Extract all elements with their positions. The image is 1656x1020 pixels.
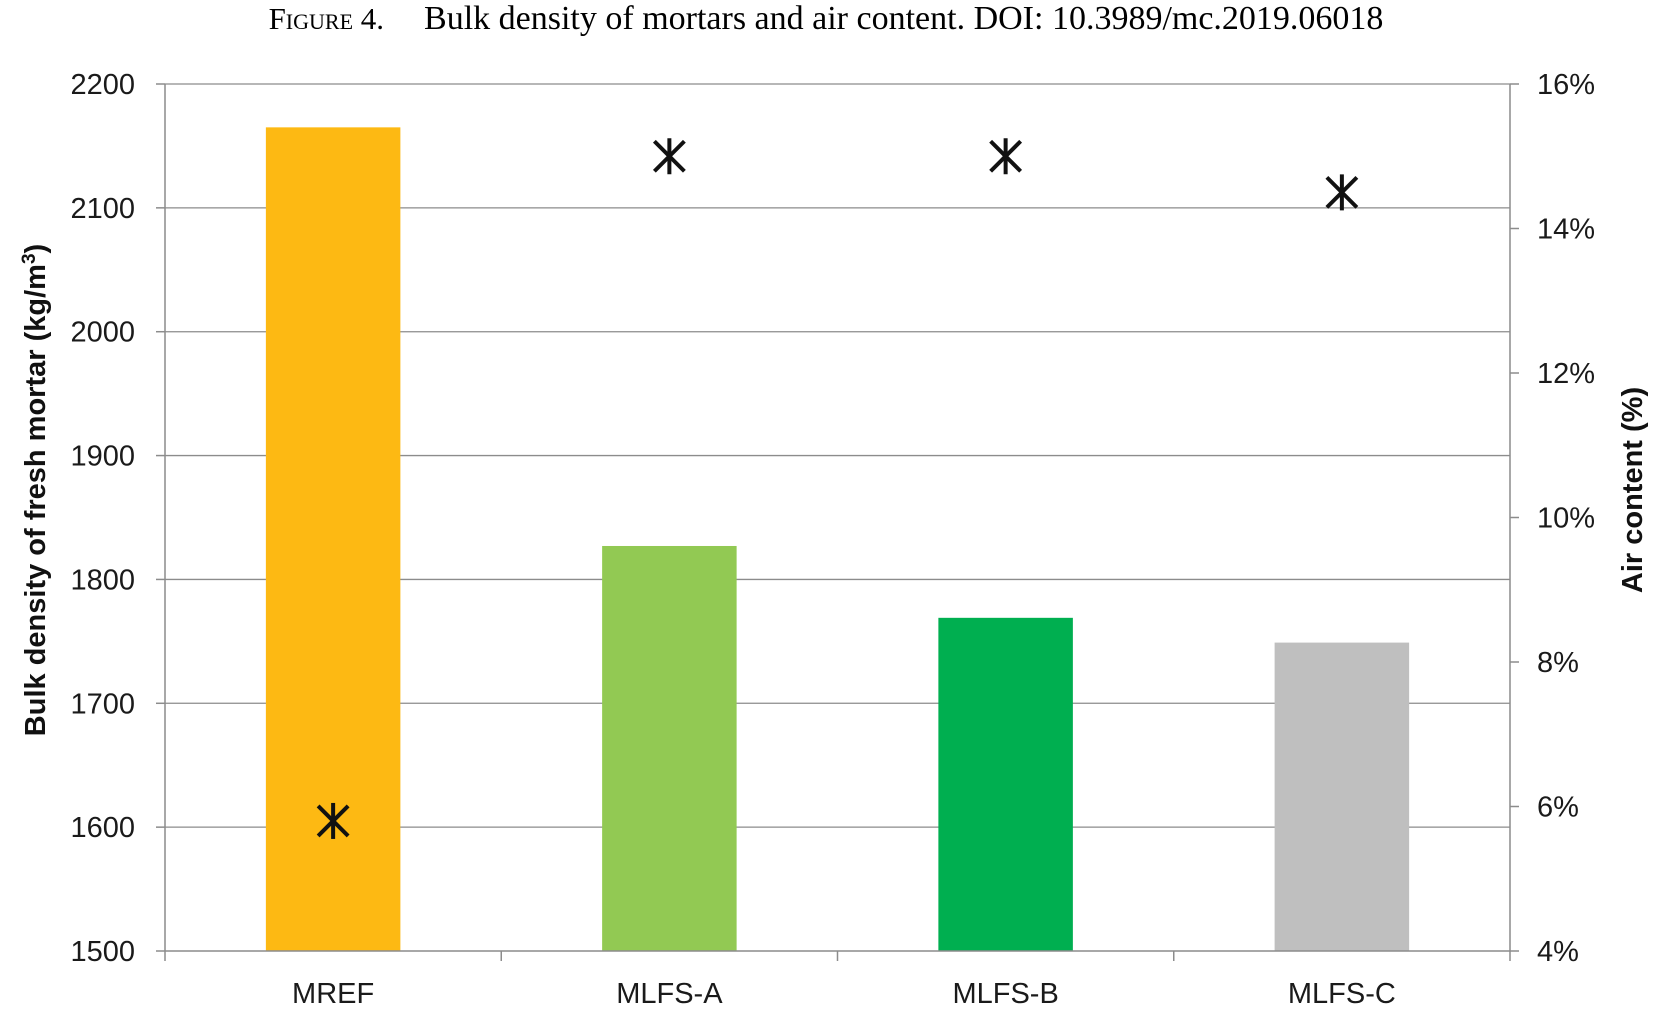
y2-tick-label: 16% — [1537, 69, 1595, 101]
y2-tick-label: 6% — [1537, 792, 1579, 824]
y-tick-label: 2200 — [70, 69, 135, 101]
bar-mlfs-b — [938, 617, 1073, 951]
y2-axis-title: Air content (%) — [1617, 387, 1649, 593]
y-tick-label: 1800 — [70, 564, 135, 596]
x-tick-label: MLFS-A — [616, 978, 723, 1010]
y2-tick-label: 12% — [1537, 358, 1595, 390]
figure-caption: Figure 4. Bulk density of mortars and air… — [269, 0, 1384, 37]
x-tick-label: MLFS-C — [1288, 978, 1396, 1010]
y-axis-title: Bulk density of fresh mortar (kg/m3) — [19, 244, 52, 736]
y2-tick-label: 4% — [1537, 936, 1579, 968]
air-content-markers — [316, 138, 1359, 839]
y-tick-label: 2000 — [70, 317, 135, 349]
figure-label: Figure 4. — [269, 1, 384, 36]
y2-tick-label: 8% — [1537, 647, 1579, 679]
tick-labels: 1500 1600 1700 1800 1900 2000 2100 2200 4% 6% 8% 10… — [70, 69, 1595, 1010]
bar-mlfs-c — [1274, 642, 1410, 951]
air-content-marker — [652, 138, 686, 175]
caption-text: Bulk density of mortars and air content.… — [424, 0, 1383, 37]
air-content-marker — [989, 138, 1023, 175]
y-tick-label: 1500 — [70, 936, 135, 968]
y2-tick-label: 14% — [1537, 214, 1595, 246]
bars — [265, 127, 1410, 952]
y-tick-label: 1700 — [70, 688, 135, 720]
bar-mlfs-a — [602, 545, 737, 951]
air-content-marker — [316, 802, 350, 839]
y-tick-label: 2100 — [70, 193, 135, 225]
axes — [156, 83, 1519, 961]
x-tick-label: MREF — [292, 978, 374, 1010]
air-content-marker — [1325, 174, 1359, 211]
y2-tick-label: 10% — [1537, 503, 1595, 535]
x-tick-label: MLFS-B — [952, 978, 1058, 1010]
y-tick-label: 1600 — [70, 812, 135, 844]
y-tick-label: 1900 — [70, 441, 135, 473]
